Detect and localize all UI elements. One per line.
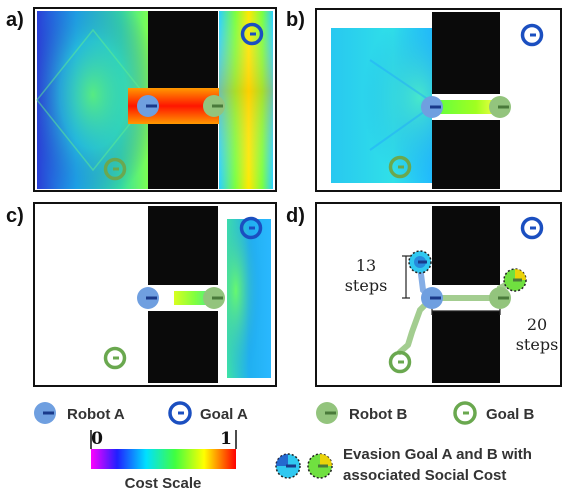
panel-a: a) [6, 7, 277, 192]
robot-a-marker [421, 287, 443, 309]
steps-20-number: 20 [527, 315, 547, 334]
goal-b-marker [103, 157, 127, 181]
goal-a-marker [240, 22, 264, 46]
legend-robot-a-icon [34, 402, 56, 424]
panel-label-d: d) [286, 205, 305, 227]
goal-a-marker [239, 216, 263, 240]
robot-b-marker [203, 95, 225, 117]
goal-b-marker [388, 350, 412, 374]
robot-b-path [397, 295, 503, 355]
robot-a-marker [137, 287, 159, 309]
panel-label-a: a) [6, 9, 24, 31]
cost-scale-max: 1 [220, 429, 232, 449]
robot-a-marker [421, 96, 443, 118]
steps-20-label: steps [516, 335, 559, 354]
legend-evasion-goal-b-icon [307, 453, 333, 479]
legend-evasion-line2: associated Social Cost [343, 467, 506, 484]
cost-scale-bar [91, 449, 236, 469]
legend-evasion-line1: Evasion Goal A and B with [343, 446, 532, 463]
steps-13-label: steps [345, 276, 388, 295]
goal-b-marker [103, 346, 127, 370]
robot-b-marker [489, 96, 511, 118]
panel-b-cost-corridor [434, 100, 494, 114]
legend: Robot A Goal A Robot B Goal B 0 1 Cost S… [34, 401, 535, 492]
evasion-goal-b-marker [503, 268, 527, 292]
robot-a-marker [137, 95, 159, 117]
robot-b-marker [489, 287, 511, 309]
evasion-goal-a-marker [408, 250, 432, 274]
robot-b-marker [203, 287, 225, 309]
legend-evasion-goal-a-icon [275, 453, 301, 479]
panel-c: c) [6, 202, 277, 387]
panel-label-c: c) [6, 205, 24, 227]
panel-b: b) [286, 8, 562, 192]
legend-robot-b-label: Robot B [349, 406, 407, 423]
goal-b-marker [388, 155, 412, 179]
steps-13-bracket [402, 255, 410, 299]
legend-robot-a-label: Robot A [67, 406, 125, 423]
legend-goal-b-label: Goal B [486, 406, 535, 423]
cost-scale-min: 0 [91, 429, 103, 449]
legend-goal-a-label: Goal A [200, 406, 248, 423]
legend-robot-b-icon [316, 402, 338, 424]
legend-goal-a-icon [168, 401, 192, 425]
steps-13-number: 13 [356, 256, 376, 275]
legend-goal-b-icon [453, 401, 477, 425]
panel-d: d) 13 steps 20 steps [286, 202, 562, 387]
panel-label-b: b) [286, 9, 305, 31]
goal-a-marker [520, 216, 544, 240]
goal-a-marker [520, 23, 544, 47]
cost-scale-label: Cost Scale [125, 475, 202, 492]
